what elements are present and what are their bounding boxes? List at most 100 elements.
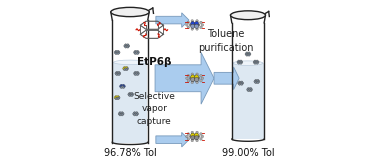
- Circle shape: [254, 60, 256, 62]
- Circle shape: [186, 24, 188, 26]
- Circle shape: [122, 113, 124, 115]
- Circle shape: [191, 75, 194, 77]
- Circle shape: [201, 77, 204, 80]
- Circle shape: [127, 44, 129, 46]
- Circle shape: [128, 45, 130, 47]
- Circle shape: [129, 92, 131, 95]
- Circle shape: [131, 92, 133, 95]
- Circle shape: [196, 139, 198, 142]
- Circle shape: [196, 79, 198, 82]
- Circle shape: [196, 137, 198, 140]
- Circle shape: [191, 26, 194, 28]
- Circle shape: [248, 52, 250, 54]
- Circle shape: [196, 131, 198, 134]
- Circle shape: [198, 77, 200, 79]
- Circle shape: [119, 85, 122, 87]
- Circle shape: [119, 112, 121, 114]
- Polygon shape: [232, 63, 264, 139]
- Circle shape: [186, 77, 188, 80]
- Circle shape: [237, 61, 239, 63]
- Circle shape: [239, 81, 241, 83]
- Circle shape: [195, 22, 199, 26]
- Circle shape: [187, 21, 190, 24]
- Circle shape: [250, 89, 253, 91]
- Circle shape: [125, 68, 128, 71]
- Circle shape: [242, 82, 244, 84]
- Circle shape: [117, 50, 119, 52]
- Circle shape: [118, 51, 120, 53]
- Circle shape: [198, 24, 200, 26]
- Polygon shape: [214, 67, 239, 90]
- Circle shape: [132, 93, 134, 96]
- Circle shape: [124, 67, 126, 69]
- Circle shape: [258, 80, 260, 83]
- Polygon shape: [155, 52, 214, 104]
- Circle shape: [115, 96, 117, 98]
- Circle shape: [124, 68, 126, 71]
- Circle shape: [191, 133, 195, 137]
- Circle shape: [248, 54, 250, 56]
- Circle shape: [254, 62, 256, 64]
- Circle shape: [118, 71, 120, 74]
- Circle shape: [114, 51, 116, 53]
- Circle shape: [253, 61, 255, 63]
- Polygon shape: [156, 13, 189, 27]
- Circle shape: [191, 75, 195, 79]
- Circle shape: [195, 136, 199, 140]
- Circle shape: [119, 72, 121, 74]
- Circle shape: [200, 74, 202, 77]
- Circle shape: [114, 96, 116, 99]
- Circle shape: [137, 51, 139, 53]
- Circle shape: [257, 61, 259, 63]
- Circle shape: [257, 82, 259, 84]
- Circle shape: [115, 72, 117, 74]
- Circle shape: [248, 89, 249, 92]
- Circle shape: [187, 26, 190, 29]
- Circle shape: [189, 24, 192, 26]
- Circle shape: [116, 73, 118, 76]
- Circle shape: [196, 133, 198, 136]
- Circle shape: [191, 81, 194, 84]
- Ellipse shape: [231, 11, 265, 20]
- Circle shape: [245, 53, 247, 55]
- Circle shape: [187, 74, 190, 77]
- Circle shape: [256, 62, 258, 64]
- Circle shape: [196, 26, 198, 28]
- Circle shape: [129, 94, 131, 96]
- Circle shape: [136, 52, 139, 55]
- Circle shape: [136, 112, 138, 114]
- Circle shape: [124, 45, 126, 47]
- Circle shape: [200, 80, 202, 82]
- Circle shape: [134, 50, 136, 52]
- Circle shape: [241, 81, 243, 83]
- Text: 96.78% Tol: 96.78% Tol: [104, 148, 156, 158]
- Circle shape: [191, 79, 194, 82]
- Circle shape: [125, 46, 127, 48]
- Circle shape: [200, 133, 202, 135]
- Circle shape: [255, 79, 257, 82]
- Circle shape: [125, 67, 128, 69]
- Circle shape: [249, 87, 252, 90]
- Circle shape: [238, 62, 240, 64]
- Circle shape: [133, 113, 135, 115]
- Circle shape: [133, 51, 136, 53]
- Circle shape: [133, 112, 136, 114]
- Circle shape: [238, 60, 240, 62]
- Circle shape: [200, 26, 202, 29]
- Circle shape: [191, 73, 194, 75]
- Circle shape: [191, 28, 194, 30]
- Circle shape: [191, 20, 194, 22]
- Text: Toluene
purification: Toluene purification: [198, 30, 254, 53]
- Circle shape: [115, 98, 117, 100]
- Circle shape: [186, 135, 188, 138]
- Circle shape: [134, 73, 136, 76]
- Circle shape: [136, 50, 139, 52]
- Circle shape: [134, 71, 136, 74]
- Circle shape: [191, 77, 195, 82]
- Circle shape: [115, 52, 117, 55]
- Circle shape: [246, 54, 248, 56]
- Circle shape: [117, 98, 119, 100]
- Circle shape: [246, 89, 249, 91]
- Circle shape: [240, 60, 242, 62]
- Circle shape: [187, 80, 190, 82]
